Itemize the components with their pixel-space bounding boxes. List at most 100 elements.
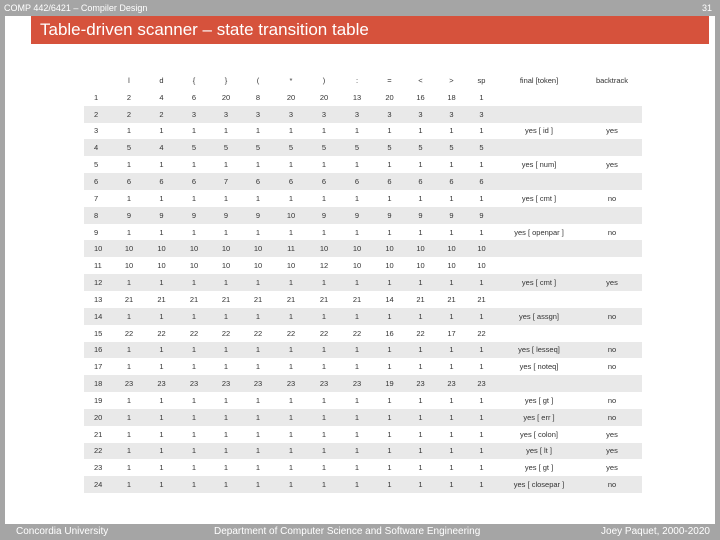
state-cell: 9 <box>94 227 99 237</box>
table-cell: 20 <box>221 92 231 102</box>
table-cell: 1 <box>178 476 210 494</box>
table-cell: 9 <box>308 206 340 224</box>
table-cell: no <box>582 476 642 494</box>
table-cell: 1 <box>405 274 436 291</box>
state-cell: 5 <box>94 160 99 170</box>
table-cell: 1 <box>374 408 405 426</box>
table-cell: 1 <box>191 395 197 405</box>
table-cell: 22 <box>319 328 329 338</box>
table-cell: 1 <box>340 476 374 494</box>
table-cell: 1 <box>126 193 132 203</box>
table-cell <box>582 325 642 342</box>
table-cell: 1 <box>242 274 274 291</box>
table-cell: yes [ colon] <box>520 429 558 439</box>
table-cell: 6 <box>308 173 340 190</box>
page-number: 31 <box>701 3 712 13</box>
table-cell: 9 <box>113 206 145 224</box>
table-row: 10 10 10 10 10 10 11 10 10 10 10 10 10 <box>84 240 642 258</box>
table-cell: 1 <box>405 307 436 325</box>
table-cell: 1 <box>113 476 145 494</box>
table-cell: 20 <box>286 92 296 102</box>
table-cell: 6 <box>274 173 308 190</box>
table-cell: 10 <box>308 240 340 258</box>
footer-bar: Concordia University Department of Compu… <box>0 524 720 540</box>
table-cell: 22 <box>286 328 296 338</box>
table-cell: 9 <box>210 206 242 224</box>
table-cell: 1 <box>255 126 261 136</box>
table-cell: 1 <box>418 160 423 170</box>
table-cell: yes <box>582 442 642 460</box>
table-cell: yes <box>606 429 618 439</box>
table-cell <box>582 105 642 123</box>
table-cell: 4 <box>145 139 178 157</box>
table-cell: 1 <box>354 126 360 136</box>
table-cell: 2 <box>145 105 178 123</box>
state-cell: 22 <box>84 442 113 460</box>
table-cell: 1 <box>242 442 274 460</box>
table-cell: 1 <box>387 227 392 237</box>
table-cell: 1 <box>436 341 467 359</box>
table-cell: 10 <box>286 261 296 271</box>
table-cell: 1 <box>449 126 454 136</box>
course-name: COMP 442/6421 – Compiler Design <box>4 3 148 13</box>
table-cell: 1 <box>274 307 308 325</box>
table-cell: 21 <box>286 294 296 304</box>
table-cell: 1 <box>374 341 405 359</box>
table-cell <box>582 89 642 106</box>
table-cell: 1 <box>191 362 197 372</box>
table-cell: 5 <box>210 139 242 157</box>
table-cell: 3 <box>178 105 210 123</box>
table-cell: 1 <box>288 160 294 170</box>
table-cell: 1 <box>126 429 132 439</box>
table-cell: 6 <box>374 173 405 190</box>
table-cell: 1 <box>242 341 274 359</box>
table-cell: 10 <box>242 240 274 258</box>
table-cell: 1 <box>387 126 392 136</box>
state-cell: 15 <box>94 328 103 338</box>
table-cell: 10 <box>145 240 178 258</box>
table-cell: 1 <box>126 463 132 473</box>
table-cell: 23 <box>467 375 496 393</box>
table-cell: 1 <box>159 160 164 170</box>
table-row: 15 22 22 22 22 22 22 22 22 16 22 17 22 <box>84 325 642 342</box>
table-cell: 10 <box>189 261 199 271</box>
table-cell <box>496 291 582 308</box>
table-cell: 1 <box>178 341 210 359</box>
table-cell: 1 <box>191 429 197 439</box>
table-cell: 23 <box>113 375 145 393</box>
table-cell: 1 <box>479 160 484 170</box>
table-cell: 1 <box>210 476 242 494</box>
table-cell: 1 <box>418 395 423 405</box>
table-cell: 6 <box>340 173 374 190</box>
table-cell: yes [ num] <box>521 160 557 170</box>
table-cell: 1 <box>255 429 261 439</box>
table-cell: 1 <box>418 126 423 136</box>
table-cell: 1 <box>479 126 484 136</box>
table-cell: 1 <box>255 362 261 372</box>
table-cell: 1 <box>159 126 164 136</box>
table-cell: 10 <box>178 240 210 258</box>
table-cell: 22 <box>477 328 486 338</box>
table-cell: 18 <box>447 92 456 102</box>
table-cell: 1 <box>113 307 145 325</box>
table-row: 1 2 4 6 20 8 20 20 13 20 16 18 1 <box>84 89 642 106</box>
table-cell: 21 <box>124 294 134 304</box>
table-cell: yes [ cmt ] <box>521 193 557 203</box>
table-cell: 9 <box>242 206 274 224</box>
table-cell: no <box>582 341 642 359</box>
column-header: : <box>340 72 374 89</box>
footer-department: Department of Computer Science and Softw… <box>214 526 481 537</box>
table-cell: 1 <box>479 362 484 372</box>
table-cell: 10 <box>447 261 456 271</box>
table-cell: 10 <box>253 261 263 271</box>
table-cell: 1 <box>274 341 308 359</box>
table-cell <box>496 139 582 157</box>
table-cell: 1 <box>405 476 436 494</box>
table-cell: 23 <box>274 375 308 393</box>
table-cell: 1 <box>178 307 210 325</box>
table-cell: 3 <box>210 105 242 123</box>
table-cell: 1 <box>467 274 496 291</box>
table-cell: 21 <box>189 294 199 304</box>
table-cell: 21 <box>447 294 456 304</box>
